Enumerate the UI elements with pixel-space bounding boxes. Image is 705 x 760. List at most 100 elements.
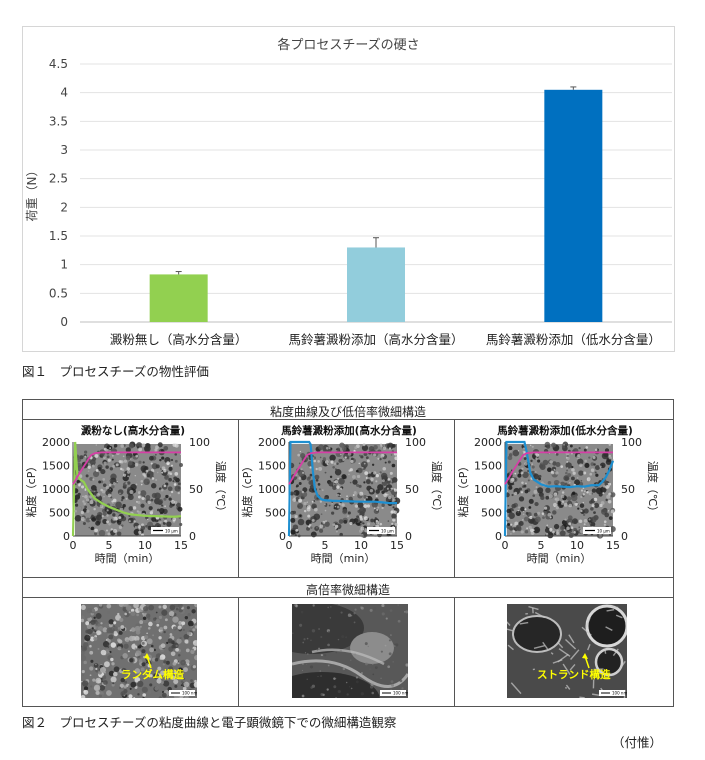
sem-highlight (292, 498, 297, 502)
sem-grain (354, 608, 357, 611)
sem-grain (128, 685, 131, 688)
sem-grain (92, 631, 95, 633)
sem-highlight (565, 456, 568, 459)
sem-pore (545, 444, 551, 449)
sem-highlight (86, 509, 90, 513)
y2-tick-label: 0 (189, 530, 196, 543)
sem-grain (144, 635, 149, 640)
sem-grain (355, 676, 359, 679)
sem-grain (162, 604, 167, 609)
sem-highlight (337, 477, 340, 480)
sem-highlight (95, 444, 98, 446)
sem-grain (165, 660, 170, 665)
sem-grain (83, 686, 89, 691)
sem-strand (604, 649, 607, 654)
sem-grain (141, 662, 146, 667)
sem-pore (391, 481, 394, 484)
sem-highlight (522, 510, 524, 513)
sem-highlight (556, 529, 559, 532)
sem-pore (110, 496, 113, 499)
sem-pore (111, 485, 115, 489)
sem-highlight (579, 463, 583, 467)
sem-pore (77, 492, 81, 496)
scale-bar-box (367, 527, 395, 534)
sem-grain (177, 662, 180, 665)
sem-pore (565, 471, 568, 475)
sem-pore (306, 477, 311, 481)
sem-grain (129, 658, 134, 663)
sem-highlight (560, 494, 565, 499)
sem-pore (608, 516, 613, 520)
sem-grain (350, 659, 352, 661)
sem-pore (102, 483, 107, 488)
sem-pore (95, 520, 101, 526)
sem-grain (100, 622, 103, 625)
sem-grain (104, 623, 109, 628)
sem-grain (118, 630, 123, 635)
sem-pore (569, 444, 573, 448)
sem-highlight (352, 494, 355, 497)
sem-grain (138, 659, 142, 663)
sem-grain (119, 683, 124, 688)
sem-grain (108, 670, 115, 677)
sem-grain (126, 639, 129, 643)
sem-pore (333, 484, 338, 490)
sem-grain (93, 684, 101, 692)
x-tick-label: 10 (570, 539, 584, 552)
bar (347, 247, 405, 322)
annotation-arrow-head (144, 653, 150, 659)
sem-highlight (132, 506, 137, 510)
sem-pore (507, 455, 513, 461)
sem-highlight (510, 523, 513, 526)
x-tick-label: 0 (70, 539, 77, 552)
sem-pore (608, 533, 612, 536)
sem-highlight (309, 466, 312, 469)
sem-highlight (155, 445, 159, 450)
sem-highlight (534, 471, 537, 474)
sem-grain (169, 633, 173, 636)
sem-highlight (524, 508, 527, 511)
sem-grain (394, 643, 396, 645)
sem-highlight (172, 517, 176, 522)
sem-grain (95, 630, 101, 636)
sem-pore (511, 503, 516, 509)
sem-pore (348, 496, 353, 501)
y-tick-label: 1 (60, 258, 68, 272)
sem-pore (523, 516, 529, 522)
sem-highlight (107, 532, 111, 536)
sem-highlight (170, 464, 173, 467)
sem-pore (100, 468, 106, 475)
sem-highlight (582, 493, 585, 496)
sem-pore (355, 469, 359, 473)
sem-pore (111, 458, 114, 461)
sem-grain (90, 608, 96, 614)
sem-pore (338, 519, 344, 524)
sem-pore (179, 522, 183, 527)
sem-grain (127, 670, 131, 674)
sem-pore (559, 525, 565, 531)
sem-pore (552, 510, 557, 515)
sem-pore (172, 480, 175, 483)
scale-bar-text: 10 µm (381, 529, 394, 534)
sem-grain (353, 653, 357, 656)
sem-highlight (533, 489, 538, 494)
sem-pore (380, 472, 388, 480)
sem-grain (329, 617, 332, 619)
sem-pore (572, 491, 576, 495)
sem-grain (187, 613, 191, 617)
sem-highlight (123, 459, 128, 463)
sem-highlight (116, 481, 119, 483)
sem-grain (113, 625, 116, 628)
sem-highlight (106, 514, 109, 517)
sem-pore (92, 470, 100, 478)
sem-pore (598, 492, 603, 497)
sem-highlight (128, 520, 131, 523)
sem-highlight (94, 528, 98, 533)
sem-highlight (129, 458, 132, 460)
sem-strand (564, 638, 577, 650)
sem-highlight (107, 458, 111, 462)
sem-pore (579, 503, 585, 508)
sem-grain (172, 661, 177, 666)
viscosity-line (287, 440, 397, 537)
sem-pore (334, 468, 342, 476)
